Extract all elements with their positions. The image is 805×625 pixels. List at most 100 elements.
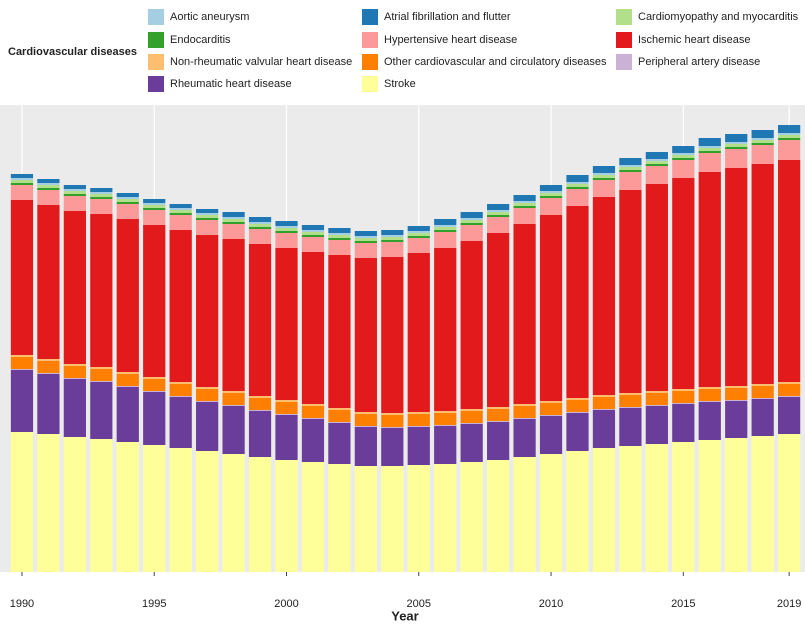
x-tick-label: 2019	[777, 598, 801, 610]
bar-segment	[116, 387, 139, 442]
bar-segment	[513, 195, 536, 201]
bar-segment	[592, 175, 616, 178]
bar-segment	[37, 361, 60, 373]
bar-segment	[381, 237, 404, 240]
bar-segment	[37, 205, 60, 359]
bar-segment	[37, 185, 60, 188]
bar-segment	[566, 413, 589, 451]
x-tick-label: 2000	[274, 598, 298, 610]
bar-segment	[698, 138, 721, 146]
bar-segment	[672, 404, 695, 442]
bar-segment	[275, 231, 298, 233]
bar-segment	[513, 406, 536, 418]
bar-segment	[169, 230, 192, 382]
bar-segment	[116, 386, 139, 387]
bar-segment	[196, 235, 219, 387]
bar-segment	[407, 233, 430, 236]
bar-segment	[328, 238, 351, 240]
bar-segment	[143, 379, 166, 391]
bar-segment	[513, 201, 536, 203]
bar-segment	[407, 426, 430, 427]
bar-segment	[725, 134, 748, 142]
bar-segment	[672, 442, 695, 572]
bar-segment	[513, 208, 536, 224]
bar-segment	[222, 239, 245, 391]
legend-swatch	[148, 76, 164, 92]
bar-segment	[487, 210, 510, 212]
bar-segment	[725, 401, 748, 438]
bar-segment	[248, 398, 272, 410]
bar-segment	[222, 391, 245, 393]
bar-segment	[487, 215, 510, 217]
bar-segment	[354, 414, 377, 426]
bar-segment	[10, 432, 34, 572]
bar-segment	[328, 255, 351, 408]
bar-segment	[169, 204, 192, 208]
bar-segment	[778, 396, 801, 397]
bar-segment	[566, 400, 589, 412]
bar-segment	[196, 218, 219, 220]
bar-segment	[90, 197, 113, 199]
bar-segment	[248, 410, 272, 411]
bar-segment	[63, 189, 86, 191]
bar-segment	[381, 427, 404, 428]
bar-segment	[698, 146, 721, 148]
bar-segment	[513, 404, 536, 406]
bar-segment	[248, 222, 272, 224]
bar-segment	[275, 248, 298, 400]
bar-segment	[301, 237, 325, 252]
bar-segment	[169, 448, 192, 572]
bar-segment	[645, 406, 668, 444]
bar-segment	[90, 214, 113, 367]
bar-segment	[778, 140, 801, 160]
bar-segment	[37, 373, 60, 374]
bar-segment	[725, 144, 748, 147]
bar-segment	[645, 164, 668, 166]
bar-segment	[592, 397, 616, 409]
legend-label: Non-rheumatic valvular heart disease	[170, 56, 352, 68]
bar-segment	[248, 411, 272, 457]
bar-segment	[566, 175, 589, 182]
bar-segment	[248, 457, 272, 572]
bar-segment	[63, 378, 86, 379]
x-tick-label: 2015	[671, 598, 695, 610]
x-tick-label: 1995	[142, 598, 166, 610]
bar-segment	[381, 415, 404, 427]
bar-segment	[381, 428, 404, 466]
bar-segment	[10, 183, 34, 185]
bar-segment	[645, 166, 668, 184]
bar-segment	[328, 410, 351, 422]
bar-segment	[328, 233, 351, 235]
bar-segment	[63, 211, 86, 364]
bar-segment	[751, 436, 774, 572]
bar-segment	[778, 434, 801, 572]
bar-segment	[248, 396, 272, 398]
bar-segment	[407, 231, 430, 233]
bar-segment	[10, 369, 34, 370]
bar-segment	[143, 210, 166, 225]
bar-segment	[487, 421, 510, 422]
bar-segment	[487, 233, 510, 407]
bar-segment	[196, 215, 219, 218]
bar-segment	[275, 226, 298, 228]
bar-segment	[778, 160, 801, 382]
bar-segment	[725, 147, 748, 149]
bar-segment	[434, 232, 457, 248]
bar-segment	[354, 426, 377, 427]
bar-segment	[619, 407, 642, 408]
bar-segment	[566, 206, 589, 398]
bar-segment	[698, 440, 721, 572]
bar-segment	[169, 208, 192, 210]
bar-segment	[407, 226, 430, 231]
bar-segment	[566, 184, 589, 187]
bar-segment	[751, 145, 774, 164]
bar-segment	[460, 462, 483, 572]
bar-segment	[434, 230, 457, 232]
bar-segment	[460, 220, 483, 223]
bar-segment	[10, 357, 34, 369]
bar-segment	[751, 138, 774, 140]
bar-segment	[645, 391, 668, 393]
bar-segment	[513, 418, 536, 419]
bar-segment	[196, 402, 219, 451]
bar-segment	[116, 204, 139, 219]
